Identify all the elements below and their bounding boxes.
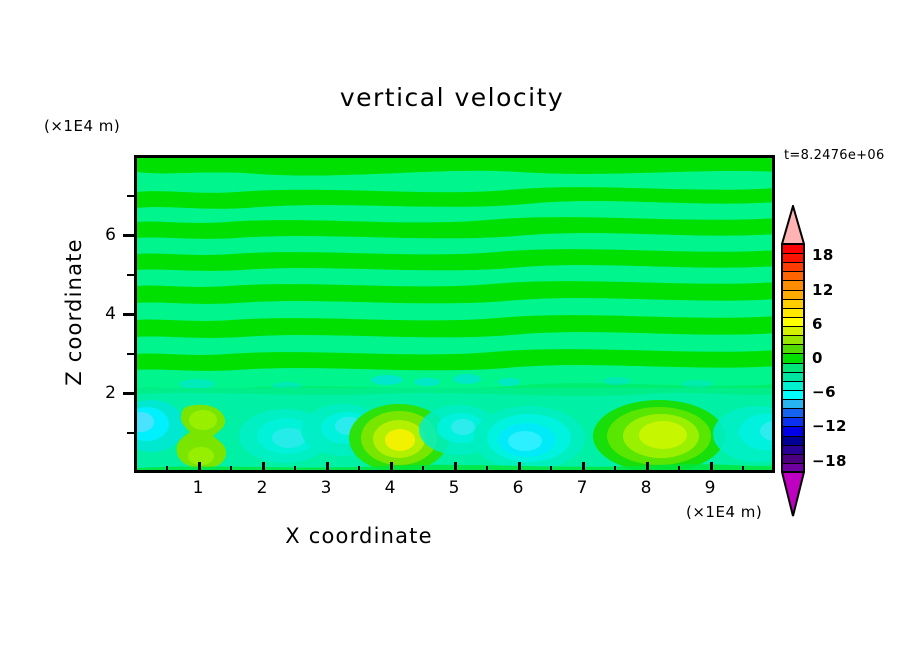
x-tick-label-9: 9 <box>704 478 716 498</box>
colorbar-band <box>781 244 805 254</box>
colorbar-band-divider <box>781 271 805 272</box>
colorbar-band-divider <box>781 344 805 345</box>
colorbar-tick-label: −12 <box>812 417 847 436</box>
colorbar <box>781 244 805 472</box>
x-tick-label-1: 1 <box>192 478 204 498</box>
colorbar-band <box>781 362 805 372</box>
colorbar-band-divider <box>781 445 805 446</box>
colorbar-band-divider <box>781 436 805 437</box>
colorbar-tick-label: 12 <box>812 280 834 299</box>
colorbar-band-divider <box>781 408 805 409</box>
x-tick-label-4: 4 <box>384 478 396 498</box>
colorbar-band-divider <box>781 426 805 427</box>
colorbar-band <box>781 389 805 400</box>
colorbar-band <box>781 316 805 327</box>
x-axis-label: X coordinate <box>285 524 433 548</box>
colorbar-over-range-arrow <box>781 205 805 245</box>
colorbar-band <box>781 262 805 272</box>
x-tick-label-3: 3 <box>320 478 332 498</box>
colorbar-band-divider <box>781 308 805 309</box>
colorbar-band <box>781 253 805 263</box>
colorbar-band-divider <box>781 363 805 364</box>
colorbar-band <box>781 462 805 472</box>
colorbar-band <box>781 453 805 463</box>
colorbar-band-divider <box>781 454 805 455</box>
contour-field <box>137 158 772 470</box>
colorbar-band <box>781 417 805 427</box>
colorbar-tick-label: −18 <box>812 451 847 470</box>
colorbar-band-divider <box>781 463 805 464</box>
colorbar-band <box>781 289 805 299</box>
colorbar-band-divider <box>781 317 805 318</box>
colorbar-band <box>781 408 805 418</box>
contour-plot-area <box>134 155 775 473</box>
colorbar-band-divider <box>781 290 805 291</box>
x-axis-unit-label: (×1E4 m) <box>686 503 763 521</box>
colorbar-band <box>781 371 805 381</box>
colorbar-tick-label: 18 <box>812 246 834 265</box>
colorbar-band <box>781 344 805 354</box>
colorbar-band <box>781 326 805 336</box>
x-tick-label-2: 2 <box>256 478 268 498</box>
y-tick-label-2: 2 <box>105 383 116 403</box>
colorbar-band <box>781 271 805 281</box>
colorbar-tick-label: 6 <box>812 314 823 333</box>
colorbar-band-divider <box>781 280 805 281</box>
x-tick-label-8: 8 <box>640 478 652 498</box>
colorbar-band-divider <box>781 262 805 263</box>
colorbar-tick-label: 0 <box>812 349 823 367</box>
colorbar-band <box>781 399 805 409</box>
colorbar-edge <box>781 244 805 245</box>
colorbar-band <box>781 380 805 390</box>
time-annotation: t=8.2476e+06 <box>784 148 885 163</box>
colorbar-band <box>781 435 805 445</box>
y-tick-label-4: 4 <box>105 304 116 324</box>
colorbar-band-divider <box>781 399 805 400</box>
colorbar-under-range-arrow <box>781 471 805 517</box>
colorbar-band <box>781 335 805 345</box>
colorbar-band <box>781 307 805 317</box>
chart-title: vertical velocity <box>339 83 565 112</box>
x-tick-label-5: 5 <box>448 478 460 498</box>
colorbar-band <box>781 280 805 290</box>
colorbar-band <box>781 298 805 308</box>
colorbar-band <box>781 353 805 363</box>
colorbar-tick-label: −6 <box>812 383 837 402</box>
y-tick-label-6: 6 <box>105 225 116 245</box>
colorbar-band-divider <box>781 253 805 254</box>
colorbar-band-divider <box>781 299 805 300</box>
colorbar-band-divider <box>781 335 805 336</box>
colorbar-band <box>781 426 805 436</box>
colorbar-band-divider <box>781 326 805 327</box>
colorbar-band <box>781 444 805 454</box>
colorbar-band-divider <box>781 390 805 391</box>
x-tick-label-6: 6 <box>512 478 524 498</box>
colorbar-band-divider <box>781 381 805 382</box>
colorbar-band-divider <box>781 417 805 418</box>
colorbar-band-divider <box>781 353 805 354</box>
x-tick-label-7: 7 <box>576 478 588 498</box>
y-axis-unit-label: (×1E4 m) <box>44 117 121 135</box>
y-axis-label: Z coordinate <box>62 238 86 386</box>
colorbar-band-divider <box>781 372 805 373</box>
